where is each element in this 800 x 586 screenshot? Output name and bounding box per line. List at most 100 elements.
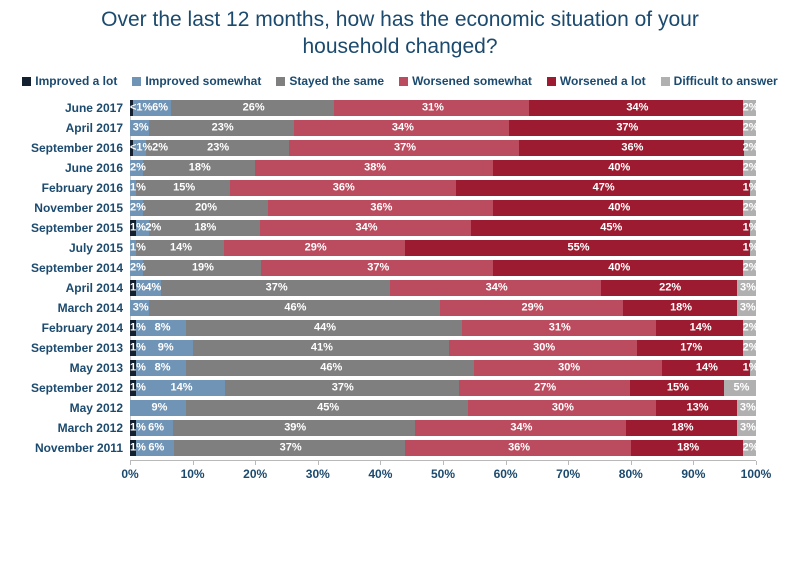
segment-value-label: 34% — [485, 281, 508, 294]
legend-item-improved_a_lot: Improved a lot — [22, 74, 117, 88]
segment-value-label: 34% — [510, 421, 533, 434]
chart-row: February 2016 1% 15% 36% 47% 1% — [0, 180, 759, 196]
chart-row: November 2011 1% 6% 37% 36% 18% 2% — [0, 440, 759, 456]
segment-improved_somewhat — [133, 140, 146, 156]
segment-improved_somewhat — [136, 420, 174, 436]
category-label: November 2011 — [34, 441, 123, 455]
chart-title: Over the last 12 months, how has the eco… — [101, 8, 699, 58]
segment-value-label: 31% — [548, 321, 571, 334]
segment-improved_a_lot — [130, 360, 137, 376]
segment-worsened_somewhat — [415, 420, 626, 436]
segment-value-label: 18% — [671, 421, 694, 434]
category-label: September 2012 — [30, 381, 123, 395]
segment-difficult_to_answer — [743, 160, 756, 176]
segment-improved_somewhat — [130, 300, 149, 316]
category-label: September 2016 — [30, 141, 123, 155]
segment-difficult_to_answer — [743, 440, 756, 456]
chart-row: September 2015 1% 2% 18% 34% 45% 1% — [0, 220, 759, 236]
segment-stayed_the_same — [145, 140, 289, 156]
category-label: February 2014 — [41, 321, 123, 335]
legend-item-worsened_somewhat: Worsened somewhat — [399, 74, 532, 88]
segment-worsened_a_lot — [509, 120, 744, 136]
segment-worsened_somewhat — [461, 320, 656, 336]
segment-worsened_a_lot — [529, 100, 744, 116]
segment-value-label: 3% — [132, 301, 149, 314]
legend-swatch-icon — [132, 76, 142, 86]
category-label: September 2013 — [30, 341, 123, 355]
segment-worsened_somewhat — [474, 360, 663, 376]
segment-value-label: <1% — [130, 101, 153, 114]
segment-value-label: 2% — [742, 261, 759, 274]
segment-worsened_somewhat — [294, 120, 510, 136]
legend-label: Improved a lot — [35, 74, 118, 88]
x-axis-tick-label: 70% — [556, 467, 581, 481]
segment-value-label: 3% — [739, 301, 756, 314]
x-axis-tick — [756, 461, 757, 465]
segment-improved_somewhat — [130, 160, 143, 176]
segment-value-label: 3% — [740, 421, 756, 434]
segment-value-label: 8% — [154, 321, 171, 334]
segment-value-label: 55% — [567, 241, 590, 254]
segment-difficult_to_answer — [724, 380, 756, 396]
segment-value-label: 41% — [310, 341, 333, 354]
segment-value-label: 34% — [626, 101, 649, 114]
segment-improved_a_lot — [130, 340, 137, 356]
segment-improved_a_lot — [130, 280, 137, 296]
segment-improved_somewhat — [130, 260, 143, 276]
category-label: March 2012 — [57, 421, 123, 435]
segment-value-label: 14% — [170, 381, 193, 394]
segment-value-label: 37% — [279, 441, 302, 454]
segment-value-label: 37% — [265, 281, 288, 294]
segment-difficult_to_answer — [749, 240, 756, 256]
chart-row: September 2016 <1% 2% 23% 37% 36% 2% — [0, 140, 759, 156]
segment-worsened_somewhat — [260, 220, 471, 236]
category-label: June 2016 — [64, 161, 123, 175]
chart-row: September 2014 2% 19% 37% 40% 2% — [0, 260, 759, 276]
category-label: April 2017 — [65, 121, 123, 135]
segment-improved_somewhat — [136, 440, 174, 456]
segment-value-label: 36% — [370, 201, 393, 214]
segment-value-label: 1% — [130, 381, 146, 394]
segment-value-label: 45% — [600, 221, 623, 234]
chart-row: September 2013 1% 9% 41% 30% 17% 2% — [0, 340, 759, 356]
segment-stayed_the_same — [148, 220, 261, 236]
x-axis-tick-label: 60% — [493, 467, 518, 481]
segment-value-label: 15% — [173, 181, 196, 194]
legend-item-improved_somewhat: Improved somewhat — [132, 74, 261, 88]
segment-improved_somewhat — [136, 220, 149, 236]
segment-worsened_a_lot — [629, 380, 725, 396]
segment-worsened_a_lot — [662, 360, 750, 376]
segment-value-label: 2% — [152, 141, 168, 154]
segment-value-label: 23% — [207, 141, 230, 154]
segment-value-label: 1% — [130, 341, 146, 354]
legend-label: Difficult to answer — [673, 74, 778, 88]
segment-improved_somewhat — [136, 340, 193, 356]
segment-stayed_the_same — [173, 420, 416, 436]
legend-swatch-icon — [22, 76, 32, 86]
x-axis-tick-label: 80% — [618, 467, 643, 481]
segment-improved_somewhat — [130, 240, 137, 256]
segment-worsened_somewhat — [230, 180, 456, 196]
segment-value-label: 18% — [677, 441, 700, 454]
legend-swatch-icon — [546, 76, 556, 86]
chart-row: May 2013 1% 8% 46% 30% 14% 1% — [0, 360, 759, 376]
segment-value-label: 18% — [670, 301, 693, 314]
x-axis-tick-label: 90% — [681, 467, 706, 481]
x-axis-tick-label: 10% — [180, 467, 205, 481]
category-label: November 2015 — [34, 201, 123, 215]
segment-stayed_the_same — [148, 120, 295, 136]
legend-label: Improved somewhat — [145, 74, 262, 88]
segment-improved_somewhat — [136, 280, 161, 296]
segment-improved_a_lot — [130, 440, 137, 456]
segment-value-label: 40% — [608, 261, 631, 274]
segment-value-label: 37% — [394, 141, 417, 154]
stacked-bar: <1% 2% 23% 37% 36% 2% — [130, 140, 759, 156]
segment-worsened_a_lot — [405, 240, 750, 256]
x-axis-tick-label: 0% — [121, 467, 139, 481]
stacked-bar: 1% 8% 46% 30% 14% 1% — [130, 360, 759, 376]
segment-difficult_to_answer — [749, 180, 756, 196]
segment-value-label: 20% — [195, 201, 218, 214]
segment-stayed_the_same — [142, 260, 262, 276]
segment-value-label: 2% — [742, 321, 759, 334]
segment-value-label: 18% — [188, 161, 211, 174]
